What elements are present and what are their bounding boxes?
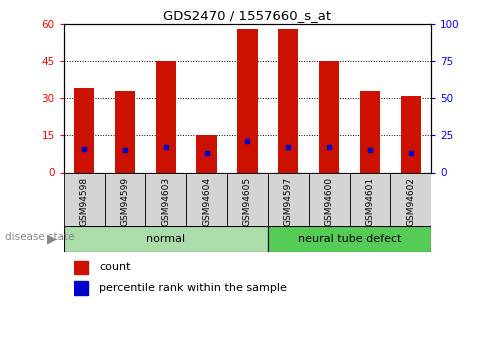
Bar: [309, 172, 349, 226]
Bar: [227, 172, 268, 226]
Bar: [74, 261, 88, 274]
Bar: [319, 61, 339, 172]
Bar: [268, 172, 309, 226]
Text: disease state: disease state: [5, 232, 74, 242]
Text: GSM94604: GSM94604: [202, 177, 211, 226]
Bar: [268, 226, 431, 252]
Bar: [146, 172, 186, 226]
Bar: [278, 29, 298, 172]
Bar: [115, 91, 135, 172]
Text: percentile rank within the sample: percentile rank within the sample: [99, 283, 287, 293]
Text: GSM94598: GSM94598: [79, 177, 89, 226]
Bar: [349, 172, 391, 226]
Text: GSM94600: GSM94600: [324, 177, 334, 226]
Bar: [186, 172, 227, 226]
Title: GDS2470 / 1557660_s_at: GDS2470 / 1557660_s_at: [163, 9, 332, 22]
Bar: [391, 172, 431, 226]
Bar: [74, 88, 94, 172]
Bar: [104, 172, 146, 226]
Bar: [196, 135, 217, 172]
Text: GSM94605: GSM94605: [243, 177, 252, 226]
Bar: [401, 96, 421, 172]
Text: GSM94599: GSM94599: [121, 177, 129, 226]
Text: GSM94602: GSM94602: [406, 177, 416, 226]
Text: GSM94603: GSM94603: [161, 177, 171, 226]
Bar: [360, 91, 380, 172]
Bar: [156, 61, 176, 172]
Text: GSM94597: GSM94597: [284, 177, 293, 226]
Bar: [74, 282, 88, 295]
Text: neural tube defect: neural tube defect: [298, 234, 401, 244]
Text: count: count: [99, 262, 131, 272]
Bar: [64, 172, 104, 226]
Bar: [237, 29, 258, 172]
Text: normal: normal: [146, 234, 185, 244]
Text: ▶: ▶: [47, 233, 56, 245]
Text: GSM94601: GSM94601: [366, 177, 374, 226]
Bar: [64, 226, 268, 252]
